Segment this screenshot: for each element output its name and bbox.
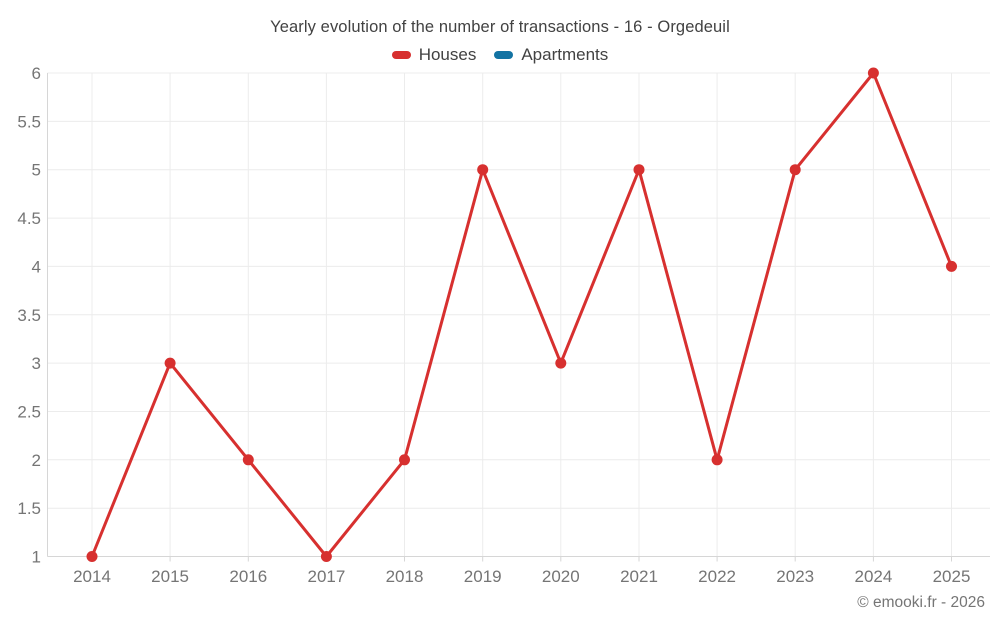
houses-data-point-2014[interactable] [86,551,98,562]
svg-text:2021: 2021 [620,567,658,586]
svg-text:2016: 2016 [229,567,267,586]
svg-text:5: 5 [32,161,41,180]
horizontal-gridlines [47,72,990,557]
houses-data-point-2025[interactable] [946,260,957,272]
svg-text:1.5: 1.5 [17,499,41,518]
chart-title: Yearly evolution of the number of transa… [270,18,730,36]
legend-label-apartments: Apartments [521,45,609,64]
svg-text:2014: 2014 [73,567,111,586]
houses-data-point-2024[interactable] [867,67,879,79]
legend-item-apartments[interactable]: Apartments [494,45,608,65]
svg-text:2.5: 2.5 [17,403,41,422]
svg-text:2020: 2020 [542,567,580,586]
axis-lines [47,73,990,557]
copyright-watermark: © emooki.fr - 2026 [857,594,985,611]
legend-label-houses: Houses [418,45,477,64]
houses-series-line [90,71,953,558]
svg-text:2017: 2017 [307,567,345,586]
y-axis-labels: 1 1.5 2 2.5 3 3.5 4 4.5 5 5.5 6 [17,64,41,567]
svg-text:2: 2 [32,451,41,470]
houses-data-point-2021[interactable] [633,164,645,176]
houses-data-point-2015[interactable] [164,357,176,369]
houses-data-point-2022[interactable] [711,454,723,466]
houses-data-point-2017[interactable] [320,551,332,562]
x-axis-labels: 2014 2015 2016 2017 2018 2019 2020 2021 2022 2023… [73,567,970,586]
svg-text:4.5: 4.5 [17,209,41,228]
svg-text:5.5: 5.5 [17,112,41,131]
houses-data-point-2016[interactable] [242,454,254,466]
svg-text:2024: 2024 [854,567,892,586]
houses-series-swatch [391,51,411,59]
svg-text:2015: 2015 [151,567,189,586]
svg-text:3.5: 3.5 [17,306,41,325]
vertical-gridlines [91,73,952,562]
svg-text:2019: 2019 [464,567,502,586]
houses-data-point-2019[interactable] [477,164,489,176]
svg-text:4: 4 [32,257,41,276]
svg-text:2023: 2023 [776,567,814,586]
svg-text:6: 6 [32,64,41,83]
svg-text:2022: 2022 [698,567,736,586]
svg-text:3: 3 [32,354,41,373]
svg-text:2018: 2018 [386,567,424,586]
legend-item-houses[interactable]: Houses [391,45,477,65]
chart-legend: Houses Apartments [0,45,1000,65]
apartments-series-swatch [494,51,514,59]
svg-text:1: 1 [32,548,41,567]
houses-data-point-2020[interactable] [555,357,567,369]
houses-data-point-2023[interactable] [789,164,801,176]
houses-data-point-2018[interactable] [399,454,410,466]
svg-text:2025: 2025 [933,567,971,586]
